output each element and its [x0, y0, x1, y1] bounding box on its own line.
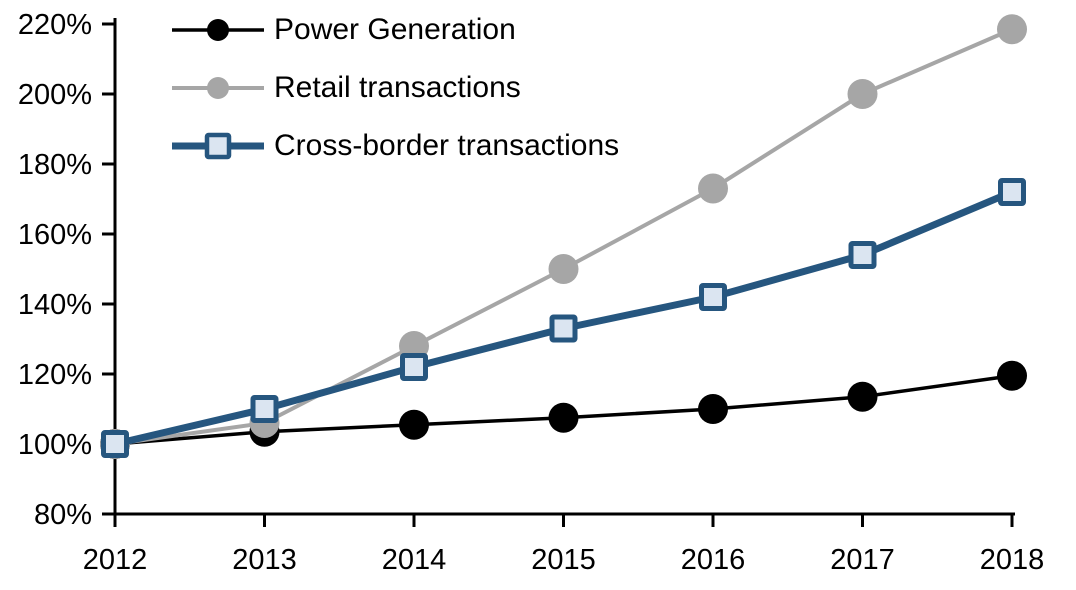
data-point-marker	[101, 430, 129, 458]
x-tick-label: 2017	[830, 544, 895, 576]
y-tick-label: 80%	[34, 499, 92, 531]
legend-item-retail-transactions: Retail transactions	[172, 59, 619, 117]
y-tick-label: 200%	[18, 79, 92, 111]
data-point-marker	[399, 409, 429, 440]
legend-marker-sample	[207, 77, 229, 99]
y-tick-label: 180%	[18, 149, 92, 181]
power-generation-legend-marker-icon	[172, 19, 264, 41]
data-point-marker	[250, 395, 279, 423]
data-point-marker	[997, 360, 1027, 391]
y-tick-label: 140%	[18, 289, 92, 321]
data-point-marker	[847, 79, 878, 109]
x-tick-label: 2018	[980, 544, 1045, 576]
legend-marker-sample	[204, 132, 232, 160]
legend-marker-sample	[207, 19, 229, 41]
cross-border-transactions-legend-marker-icon	[172, 132, 264, 160]
y-tick-label: 100%	[18, 429, 92, 461]
legend: Power Generation Retail transactions Cro…	[172, 1, 619, 175]
x-tick-label: 2014	[382, 544, 447, 576]
data-point-marker	[699, 283, 727, 311]
x-tick-label: 2015	[531, 544, 596, 576]
x-tick-label: 2012	[83, 544, 148, 576]
data-point-marker	[998, 178, 1026, 206]
data-point-marker	[548, 402, 579, 433]
legend-item-power-generation: Power Generation	[172, 1, 619, 59]
data-point-marker	[549, 314, 578, 343]
data-point-marker	[400, 353, 428, 381]
y-tick-label: 120%	[18, 359, 92, 391]
x-tick-label: 2013	[232, 544, 297, 576]
data-point-marker	[997, 14, 1027, 45]
data-point-marker	[698, 394, 728, 424]
y-tick-label: 220%	[18, 9, 92, 41]
data-point-marker	[548, 254, 579, 284]
legend-label-power-generation: Power Generation	[274, 13, 516, 46]
legend-item-cross-border-transactions: Cross-border transactions	[172, 117, 619, 175]
x-tick-label: 2016	[681, 544, 746, 576]
data-point-marker	[848, 241, 877, 269]
retail-transactions-legend-marker-icon	[172, 77, 264, 99]
data-point-marker	[698, 173, 728, 204]
y-tick-label: 160%	[18, 219, 92, 251]
legend-label-retail-transactions: Retail transactions	[274, 71, 521, 104]
data-point-marker	[847, 381, 878, 412]
legend-label-cross-border-transactions: Cross-border transactions	[274, 129, 620, 162]
